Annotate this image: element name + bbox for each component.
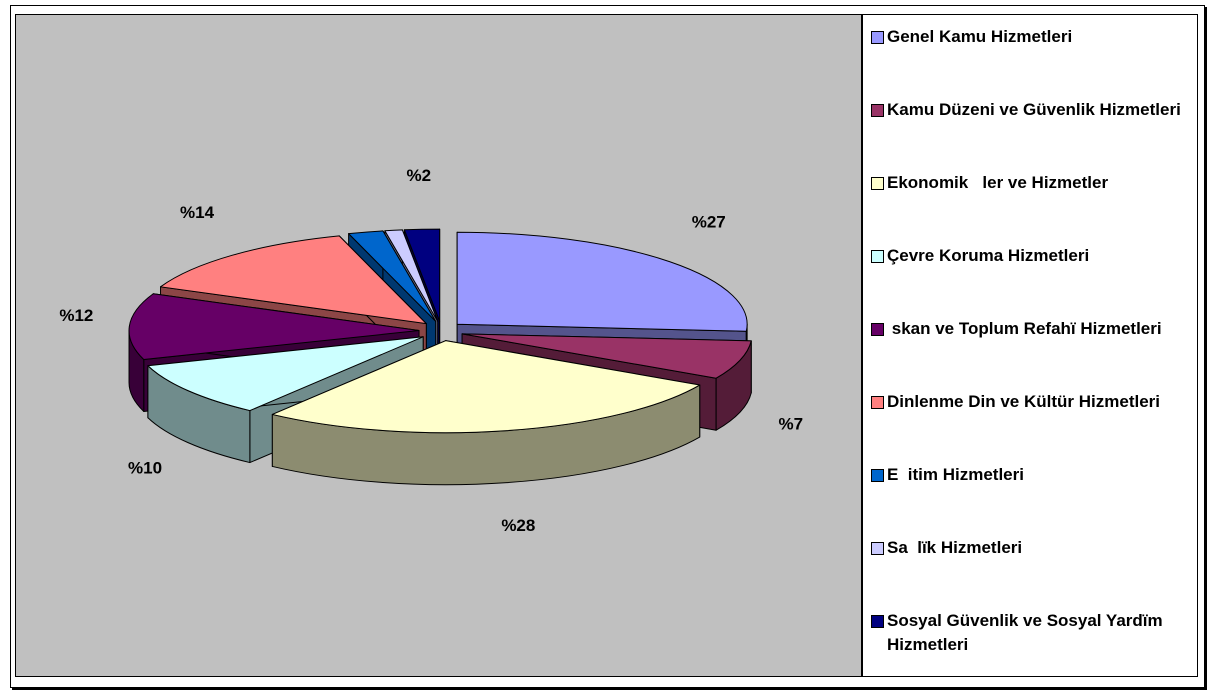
legend-swatch (871, 615, 884, 628)
data-label: %7 (778, 414, 803, 433)
data-label: %2 (406, 166, 431, 185)
legend-label: Ekonomik ler ve Hizmetler (887, 173, 1109, 192)
plot-area: %27 %7 %28 %10 %12 %14 %2 (15, 14, 862, 677)
legend-swatch (871, 542, 884, 555)
data-label: %14 (180, 203, 215, 222)
data-label: %10 (128, 459, 162, 478)
legend-swatch (871, 250, 884, 263)
legend-swatch (871, 31, 884, 44)
slice-top (160, 235, 427, 325)
legend-swatch (871, 104, 884, 117)
legend-label: Çevre Koruma Hizmetleri (887, 246, 1090, 265)
legend-swatch (871, 396, 884, 409)
slice-top (456, 231, 748, 332)
legend-label: Sosyal Güvenlik ve Sosyal Yardïm Hizmetl… (887, 611, 1168, 654)
legend-item: Sosyal Güvenlik ve Sosyal Yardïm Hizmetl… (871, 609, 1193, 657)
legend-swatch (871, 323, 884, 336)
slice-top (403, 228, 441, 322)
slice-top (384, 229, 439, 322)
legend-label: Genel Kamu Hizmetleri (887, 27, 1073, 46)
legend-item: Dinlenme Din ve Kültür Hizmetleri (871, 390, 1193, 414)
legend-item: Çevre Koruma Hizmetleri (871, 244, 1193, 268)
slice-top (271, 340, 701, 434)
legend-label: Sa lïk Hizmetleri (887, 538, 1023, 557)
legend-label: E itim Hizmetleri (887, 465, 1024, 484)
legend-item: Ekonomik ler ve Hizmetler (871, 171, 1193, 195)
data-label: %27 (692, 213, 726, 232)
legend-swatch (871, 177, 884, 190)
legend-item: Kamu Düzeni ve Güvenlik Hizmetleri (871, 98, 1193, 122)
slice-top (348, 230, 437, 322)
legend-label: Kamu Düzeni ve Güvenlik Hizmetleri (887, 100, 1181, 119)
legend-item: Sa lïk Hizmetleri (871, 536, 1193, 560)
legend-item: E itim Hizmetleri (871, 463, 1193, 487)
legend-label: skan ve Toplum Refahï Hizmetleri (887, 319, 1162, 338)
legend-item: skan ve Toplum Refahï Hizmetleri (871, 317, 1193, 341)
legend-label: Dinlenme Din ve Kültür Hizmetleri (887, 392, 1160, 411)
legend-item: Genel Kamu Hizmetleri (871, 25, 1193, 49)
pie-slice (271, 340, 701, 486)
legend-swatch (871, 469, 884, 482)
data-label: %12 (59, 306, 93, 325)
data-label: %28 (501, 516, 535, 535)
slice-top (461, 333, 752, 379)
legend: Genel Kamu Hizmetleri Kamu Düzeni ve Güve… (862, 14, 1198, 677)
slice-top (128, 293, 420, 361)
slice-top (147, 336, 424, 412)
